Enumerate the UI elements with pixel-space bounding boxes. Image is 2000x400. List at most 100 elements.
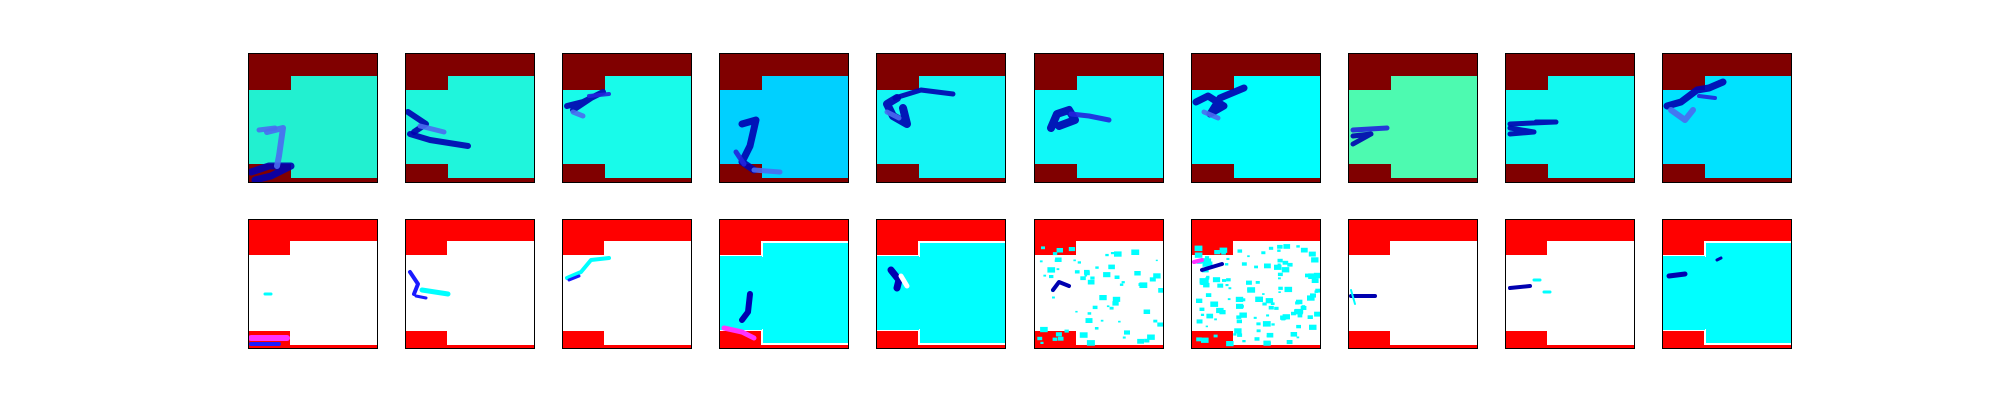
flow-streak [587,92,611,98]
error-speckle [1122,336,1126,339]
error-panel-1 [248,219,378,349]
error-speckle [1277,272,1283,277]
error-mark [898,273,910,289]
error-speckle [1119,283,1124,286]
error-speckle [1074,270,1080,274]
error-speckle [1228,287,1232,290]
error-speckle [1084,271,1090,276]
error-speckle [1206,261,1213,266]
error-plot [720,220,848,348]
error-speckle [1255,281,1260,284]
error-speckle [1052,337,1058,341]
error-plot [1035,220,1163,348]
flow-streak [1663,78,1727,110]
error-panel-6 [1034,219,1164,349]
error-speckle [1206,275,1210,279]
error-speckle [1307,315,1313,319]
error-speckle [1286,340,1293,345]
prediction-panel-1 [248,53,378,183]
error-speckle [1256,322,1261,326]
wall-top [877,54,1005,90]
error-speckle [1155,259,1158,262]
error-speckle [1087,312,1092,315]
error-speckle [1236,303,1244,309]
error-speckle [1236,315,1242,319]
error-speckle [1077,261,1081,264]
error-speckle [1196,319,1203,324]
error-speckle [1124,330,1130,335]
error-speckle [1219,247,1228,253]
error-speckle [1200,313,1205,316]
error-speckle [1254,265,1258,269]
error-speckle [1139,282,1148,288]
error-speckle [1262,302,1267,306]
flow-streak [249,162,295,182]
flow-streak [570,109,586,119]
error-speckle [1315,288,1320,293]
error-speckle [1283,244,1291,249]
error-speckle [1271,323,1275,326]
error-speckle [1310,293,1316,298]
error-speckle [1226,278,1231,282]
wall-top [1506,54,1634,90]
flow-streak [892,87,956,101]
error-plot [249,220,377,348]
error-speckle [1262,293,1265,295]
error-speckle [1278,286,1283,290]
wall-top [1506,220,1634,256]
error-speckle [1274,306,1279,310]
error-mark [739,291,753,323]
error-speckle [1157,322,1163,327]
flow-streak [406,109,429,135]
error-speckle [1221,251,1226,255]
error-speckle [1110,252,1114,255]
error-speckle [1300,247,1308,253]
wall-bottom [406,164,534,182]
error-speckle [1087,279,1095,285]
error-speckle [1217,283,1224,288]
prediction-plot [563,54,691,182]
error-speckle [1274,264,1282,270]
error-speckle [1265,298,1274,304]
error-speckle [1296,245,1300,248]
error-panel-9 [1505,219,1635,349]
flow-streak [1192,84,1248,118]
error-speckle [1241,298,1246,302]
error-speckle [1056,268,1060,271]
error-speckle [1247,288,1251,291]
error-speckle [1121,281,1125,284]
error-speckle [1247,255,1250,258]
error-speckle [1090,276,1095,280]
error-speckle [1226,257,1230,260]
error-speckle [1270,302,1275,305]
error-speckle [1052,296,1055,299]
inlet-section [1349,256,1391,330]
error-speckle [1311,257,1319,263]
error-speckle [1290,332,1298,337]
error-speckle [1204,256,1210,260]
wall-bottom [1663,164,1791,182]
error-mark [887,266,903,292]
error-speckle [1040,326,1048,333]
error-plot [563,220,691,348]
error-speckle [1278,291,1281,293]
error-panel-10 [1662,219,1792,349]
error-speckle [1210,301,1219,307]
error-speckle [1233,333,1237,336]
error-speckle [1308,273,1317,279]
error-speckle [1213,334,1218,338]
error-plot [406,220,534,348]
error-mark [1192,258,1204,264]
wall-top [1349,54,1477,90]
error-speckle [1277,244,1283,249]
error-speckle [1137,338,1144,344]
error-mark [1508,284,1532,290]
flow-streak [407,131,471,149]
error-panel-3 [562,219,692,349]
error-speckle [1118,320,1121,323]
prediction-panel-3 [562,53,692,183]
error-speckle [1205,293,1212,297]
wall-top [1192,220,1320,256]
error-speckle [1199,278,1208,284]
